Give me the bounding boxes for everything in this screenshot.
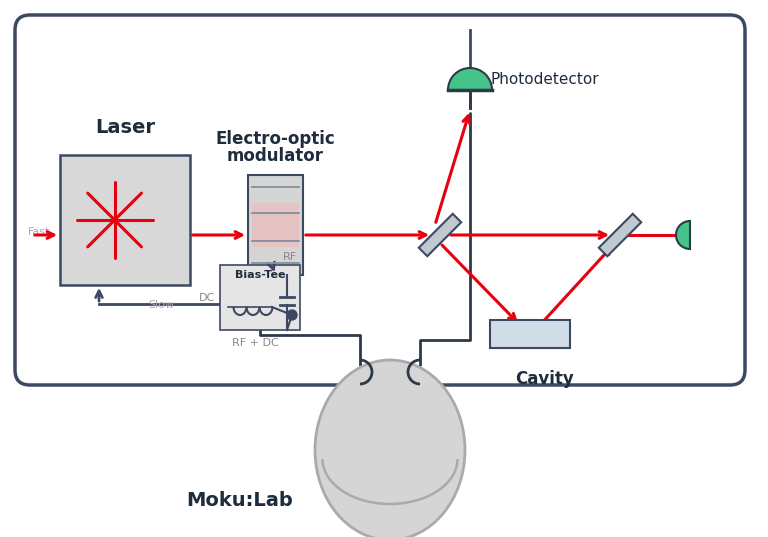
Text: modulator: modulator <box>227 147 323 165</box>
Wedge shape <box>676 221 690 249</box>
Text: Photodetector: Photodetector <box>490 72 598 88</box>
Wedge shape <box>448 68 492 90</box>
Text: Electro-optic: Electro-optic <box>215 130 335 148</box>
Bar <box>60 155 190 285</box>
Bar <box>248 175 303 275</box>
Text: Bias-Tee: Bias-Tee <box>235 270 285 280</box>
Circle shape <box>287 310 297 320</box>
Text: RF + DC: RF + DC <box>232 338 278 348</box>
Polygon shape <box>599 214 641 256</box>
Text: Laser: Laser <box>95 118 155 137</box>
Bar <box>252 203 299 247</box>
Bar <box>490 320 570 348</box>
Text: DC: DC <box>199 293 215 303</box>
Text: Moku:Lab: Moku:Lab <box>187 490 293 510</box>
Text: RF: RF <box>283 252 297 262</box>
Text: Fast: Fast <box>28 227 51 237</box>
Text: Cavity: Cavity <box>515 370 574 388</box>
Bar <box>220 265 300 330</box>
Polygon shape <box>419 214 462 256</box>
Text: Slow: Slow <box>148 300 174 310</box>
Ellipse shape <box>315 360 465 537</box>
